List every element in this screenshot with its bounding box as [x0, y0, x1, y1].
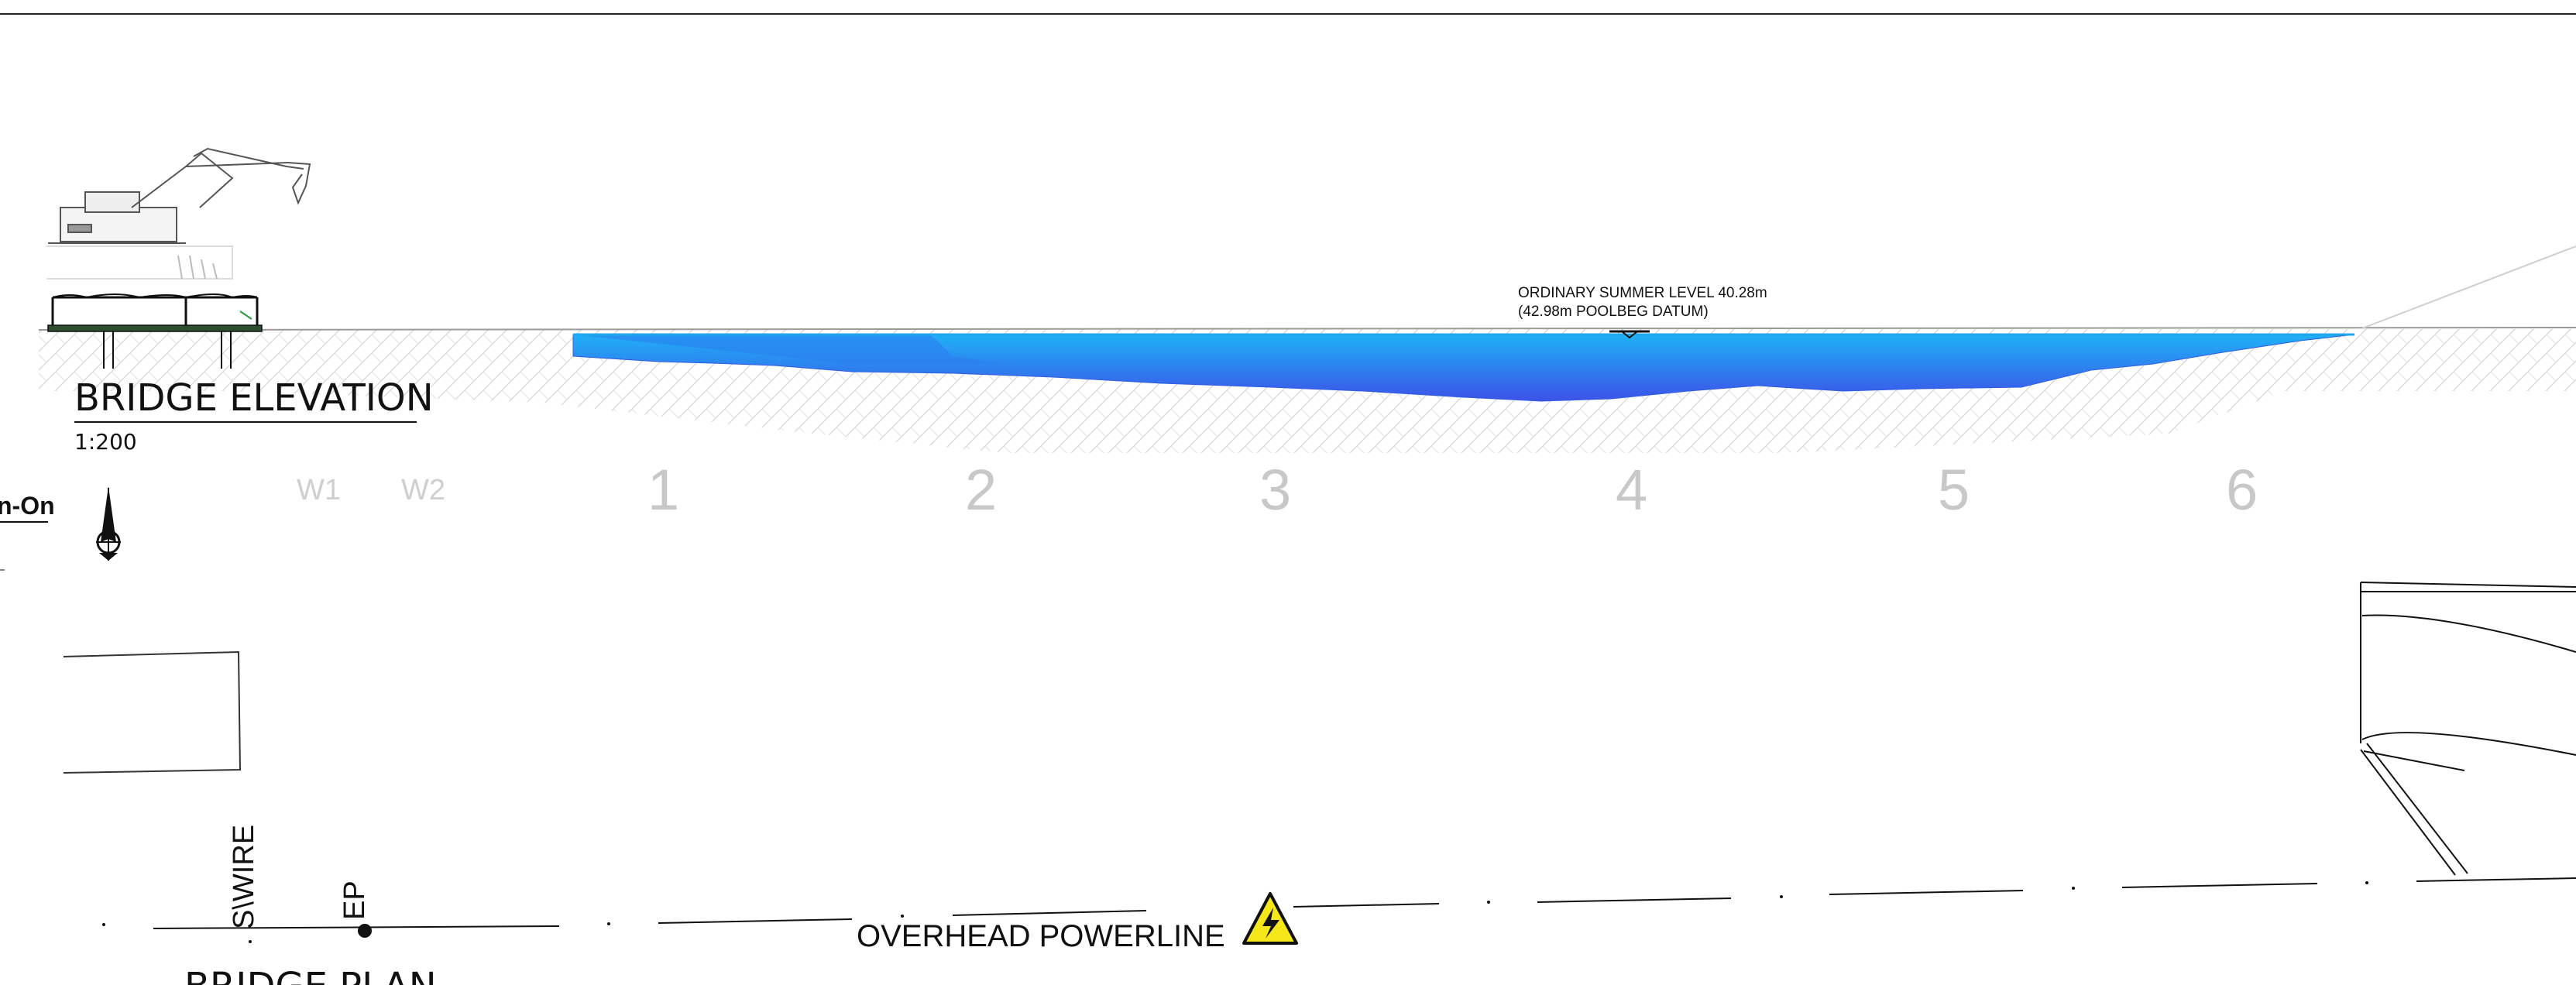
- elevation-view: ORDINARY SUMMER LEVEL 40.28m (42.98m POO…: [38, 147, 2576, 455]
- powerline-dots: [102, 881, 2368, 943]
- elevation-title: BRIDGE ELEVATION: [74, 376, 434, 420]
- gridline-w1: W1: [297, 474, 341, 506]
- electrical-hazard-icon: [1242, 892, 1298, 945]
- elevation-scale: 1:200: [74, 429, 137, 455]
- building-footprint-left: [63, 650, 242, 774]
- bank-slope-right: [2361, 245, 2576, 329]
- gridline-w2: W2: [401, 474, 445, 506]
- swire-label: S\WIRE: [228, 825, 260, 929]
- powerline-label: OVERHEAD POWERLINE: [857, 919, 1225, 953]
- structure-right: [2360, 582, 2576, 876]
- north-arrow-icon: [96, 486, 121, 561]
- ep-label: EP: [338, 880, 371, 920]
- river-water-shelf: [573, 335, 1007, 364]
- gridline-6: 6: [2226, 458, 2258, 522]
- electric-pole-marker: [358, 924, 372, 938]
- excavator-icon: [46, 147, 311, 280]
- gridline-3: 3: [1259, 458, 1291, 522]
- plan-title: BRIDGE PLAN: [184, 965, 437, 985]
- water-level-line2: (42.98m POOLBEG DATUM): [1518, 304, 1709, 320]
- cutoff-label: n-On: [0, 492, 55, 520]
- river-water: [572, 334, 2355, 402]
- gridline-2: 2: [965, 458, 997, 522]
- gridline-1: 1: [647, 458, 679, 522]
- bridge-abutment: [47, 293, 263, 369]
- gridline-labels: W1 W2 1 2 3 4 5 6: [297, 458, 2258, 522]
- ground-line: [38, 327, 2576, 331]
- plan-view: S\WIRE EP OVERHEAD POWERLINE BRIDGE PLAN: [63, 582, 2576, 985]
- gridline-4: 4: [1616, 458, 1647, 522]
- water-level-marker-icon: [1609, 330, 1650, 339]
- water-level-line1: ORDINARY SUMMER LEVEL 40.28m: [1518, 285, 1767, 301]
- overhead-powerline: [153, 877, 2576, 929]
- gridline-5: 5: [1938, 458, 1970, 522]
